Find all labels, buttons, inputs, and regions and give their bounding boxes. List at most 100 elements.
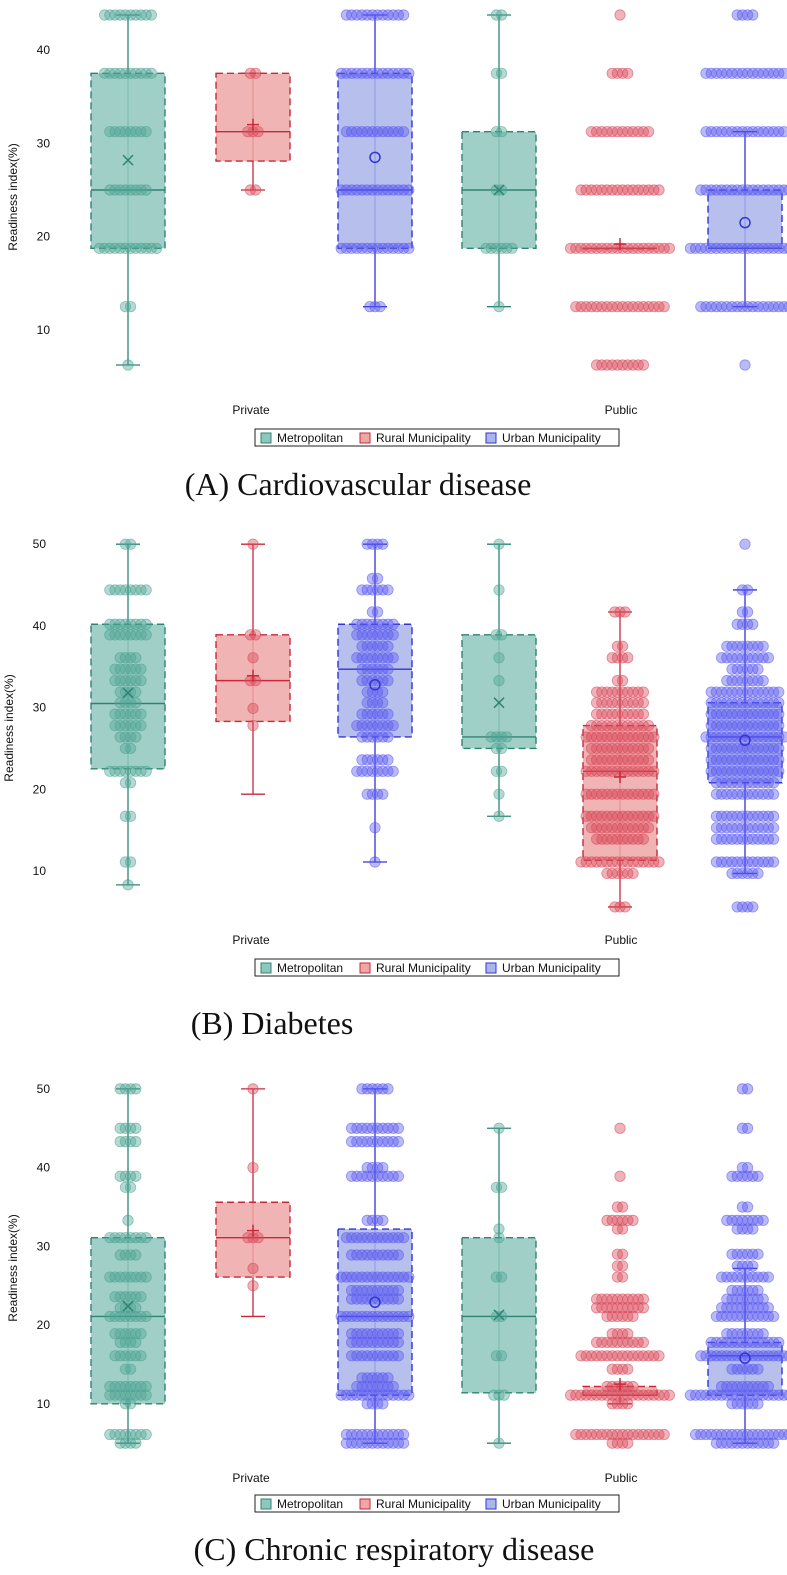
- mean-marker: [493, 1309, 505, 1321]
- data-point: [741, 1201, 754, 1213]
- data-point: [369, 822, 381, 834]
- mean-marker: [739, 216, 751, 229]
- mean-marker: [122, 1300, 134, 1312]
- box-private-metropolitan: [90, 1083, 166, 1449]
- y-tick-label: 40: [37, 1161, 51, 1175]
- data-point: [369, 856, 381, 868]
- data-point: [627, 867, 639, 880]
- data-point: [140, 629, 152, 641]
- data-point: [392, 1249, 404, 1261]
- data-point: [493, 301, 505, 313]
- data-point: [663, 242, 676, 254]
- box-rect: [707, 189, 783, 250]
- data-point: [135, 675, 147, 687]
- data-point: [741, 1083, 754, 1095]
- data-point: [252, 126, 264, 138]
- x-group-label: Private: [232, 403, 270, 417]
- chart-caption: (C) Chronic respiratory disease: [194, 1531, 595, 1567]
- data-point: [778, 731, 787, 743]
- data-point: [498, 1389, 510, 1401]
- data-point: [495, 184, 508, 196]
- data-point: [767, 856, 780, 868]
- data-point: [135, 663, 147, 675]
- data-point: [403, 184, 415, 196]
- box-public-metropolitan: [461, 538, 537, 822]
- box-rect: [337, 72, 413, 250]
- data-point: [619, 901, 631, 913]
- legend-entry: Rural Municipality: [376, 1497, 471, 1511]
- data-point: [495, 1181, 508, 1193]
- data-point: [387, 629, 399, 641]
- data-point: [648, 765, 660, 777]
- data-point: [783, 1350, 787, 1361]
- data-point: [145, 9, 157, 21]
- mean-marker: [369, 678, 381, 691]
- data-point: [495, 67, 508, 79]
- data-point: [140, 1232, 152, 1244]
- data-point: [616, 1201, 629, 1213]
- data-point: [653, 856, 665, 868]
- data-point: [616, 1271, 629, 1283]
- mean-marker: [614, 1378, 626, 1391]
- data-point: [506, 242, 518, 254]
- data-point: [135, 708, 147, 720]
- data-point: [622, 1437, 634, 1449]
- data-point: [122, 359, 134, 371]
- mean-marker: [247, 1224, 259, 1237]
- legend-swatch: [260, 962, 272, 974]
- data-point: [140, 1380, 152, 1393]
- data-point: [648, 788, 660, 800]
- data-point: [392, 1293, 404, 1305]
- x-group-label: Public: [605, 933, 638, 947]
- mean-marker: [614, 771, 626, 784]
- data-point: [387, 618, 399, 630]
- data-point: [637, 1336, 650, 1349]
- data-point: [392, 1136, 404, 1148]
- y-tick-label: 50: [33, 537, 47, 551]
- data-point: [140, 765, 152, 777]
- y-tick-label: 10: [37, 1397, 51, 1411]
- data-point: [741, 1162, 754, 1174]
- data-point: [747, 618, 759, 630]
- legend-swatch: [260, 432, 272, 444]
- data-point: [642, 126, 655, 138]
- data-point: [377, 538, 389, 550]
- box-public-metropolitan: [461, 1122, 537, 1449]
- y-tick-label: 30: [37, 136, 51, 150]
- mean-marker: [122, 154, 134, 166]
- data-point: [495, 765, 508, 777]
- data-point: [767, 810, 780, 822]
- box-private-rural-municipality: [215, 67, 291, 196]
- data-point: [371, 572, 384, 585]
- data-point: [752, 663, 764, 675]
- data-point: [622, 1363, 634, 1375]
- data-point: [642, 822, 655, 834]
- data-point: [614, 1170, 626, 1182]
- data-point: [130, 1437, 142, 1449]
- data-point: [397, 1232, 410, 1244]
- data-point: [747, 1260, 759, 1272]
- data-point: [616, 1260, 629, 1272]
- box-private-rural-municipality: [215, 538, 291, 795]
- data-point: [130, 1136, 142, 1148]
- data-point: [387, 652, 399, 664]
- data-point: [125, 538, 137, 550]
- legend-frame: [254, 958, 620, 977]
- data-point: [493, 1122, 505, 1134]
- data-point: [778, 67, 787, 79]
- data-point: [493, 788, 505, 800]
- x-group-label: Public: [605, 403, 638, 417]
- y-axis-label: Readiness index(%): [6, 143, 20, 250]
- chart-panel-1: 10 20 30 40 Readiness index(%) Private Public M…: [6, 9, 787, 502]
- data-point: [250, 675, 262, 687]
- data-point: [392, 1122, 404, 1134]
- box-private-rural-municipality: [215, 1083, 291, 1318]
- data-point: [140, 1389, 152, 1401]
- data-point: [130, 1083, 142, 1095]
- data-point: [495, 1350, 508, 1362]
- legend-entry: Metropolitan: [277, 431, 343, 445]
- mean-marker: [247, 669, 259, 682]
- legend-swatch: [485, 962, 497, 974]
- data-point: [752, 1248, 764, 1260]
- box-public-urban-municipality: [684, 9, 787, 371]
